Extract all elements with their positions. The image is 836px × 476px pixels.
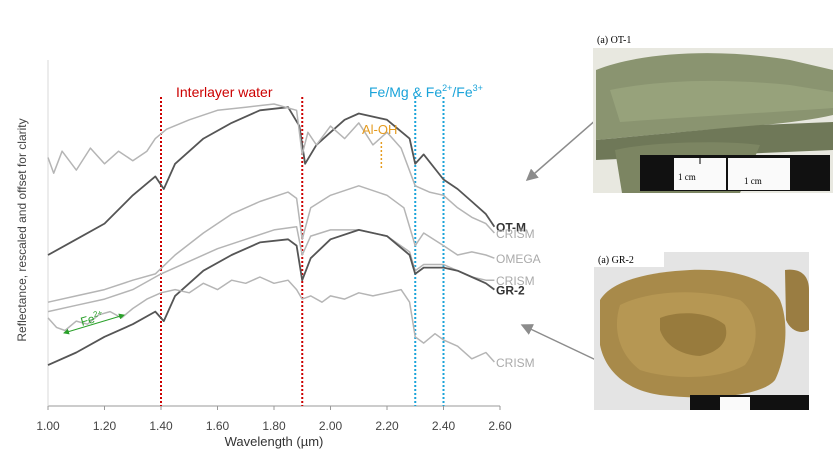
curve-label: CRISM (496, 274, 535, 288)
femg-annotation: Fe/Mg & Fe2+/Fe3+ (369, 83, 483, 100)
series-line-gr-2 (47, 228, 495, 366)
curve-label: OMEGA (496, 252, 541, 266)
photo-ot1-scale-2: 1 cm (744, 176, 762, 186)
photo-ot1: 1 cm 1 cm (a) OT-1 (593, 30, 833, 193)
femg-text: Fe/Mg & Fe (369, 84, 442, 100)
absorption-marker-lines (160, 97, 445, 406)
fe2-sup: 2+ (442, 83, 452, 93)
curve-label: CRISM (496, 227, 535, 241)
x-tick-label: 2.60 (488, 419, 512, 433)
chart-axes (47, 60, 500, 407)
curve-label: OT-M (496, 221, 526, 235)
ot-pointer-arrow (525, 111, 606, 181)
x-tick-label: 2.00 (319, 419, 343, 433)
x-axis-label: Wavelength (µm) (225, 434, 324, 449)
slash-fe: /Fe (452, 84, 472, 100)
interlayer-water-annotation: Interlayer water (176, 84, 273, 100)
photo-gr2-label: (a) GR-2 (598, 255, 634, 266)
x-tick-label: 1.80 (262, 419, 286, 433)
x-tick-label: 1.00 (36, 419, 60, 433)
series-layer (47, 103, 496, 366)
x-tick-label: 2.20 (375, 419, 399, 433)
x-tick-labels: 1.00 1.20 1.40 1.60 1.80 2.00 2.20 2.40 2.60 (36, 406, 512, 433)
series-line-ot-m (47, 106, 496, 256)
photo-ot1-scale-1: 1 cm (678, 172, 696, 182)
curve-label: CRISM (496, 356, 535, 370)
x-tick-label: 2.40 (432, 419, 456, 433)
curve-label: GR-2 (496, 284, 525, 298)
y-axis-label: Reflectance, rescaled and offset for cla… (15, 118, 29, 341)
aloh-annotation: Al-OH (362, 122, 397, 137)
fe2-arrow-sup: 2+ (92, 308, 104, 319)
series-line-crism (47, 103, 495, 234)
photo-ot1-label: (a) OT-1 (597, 35, 631, 46)
fe2-arrow-base: Fe (79, 311, 97, 328)
gr-pointer-arrow (520, 324, 597, 361)
x-tick-label: 1.60 (206, 419, 230, 433)
series-line-omega (47, 185, 495, 303)
photo-gr2: (a) GR-2 (594, 252, 809, 410)
series-line-crism (47, 276, 495, 363)
fe3-sup: 3+ (473, 83, 483, 93)
fe2-range-arrow (63, 313, 125, 335)
series-line-crism (47, 225, 495, 313)
fe2-arrow-annotation: Fe2+ (79, 308, 106, 329)
x-tick-label: 1.40 (149, 419, 173, 433)
x-tick-label: 1.20 (93, 419, 117, 433)
